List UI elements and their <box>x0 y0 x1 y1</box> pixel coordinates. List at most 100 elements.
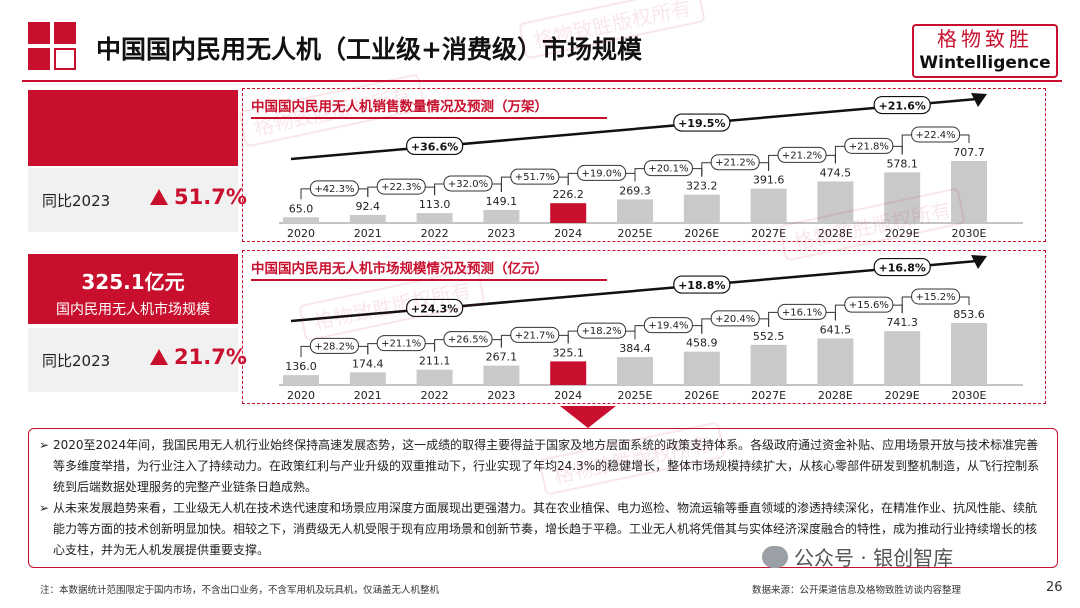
volume-yoy-label: 同比2023 <box>42 192 111 210</box>
growth-label: +20.4% <box>715 314 755 325</box>
bar <box>483 209 520 223</box>
market-yoy-value: 21.7% <box>174 345 247 369</box>
market-yoy-value-wrap: 21.7% <box>150 345 247 369</box>
tick-label: 2025E <box>618 227 653 240</box>
cagr-bubble <box>673 113 731 132</box>
title-divider <box>22 80 1062 82</box>
growth-bubble <box>844 296 894 313</box>
data-label: 65.0 <box>289 202 314 215</box>
wechat-icon <box>762 546 788 568</box>
bullet-arrow-icon: ➢ <box>39 438 50 452</box>
tick-label: 2030E <box>952 389 987 402</box>
connector-arrow <box>560 406 616 428</box>
footnote: 注：本数据统计范围限定于国内市场，不含出口业务，不含军用机及玩具机，仅涵盖无人机… <box>40 585 440 596</box>
growth-bubble <box>309 337 359 354</box>
market-kpi-value: 325.1亿元 <box>81 270 185 294</box>
tick-label: 2020 <box>287 227 315 240</box>
sales-volume-chart: 65.0 2020 92.4 2021 113.0 2022 149.1 2023 226.2 2… <box>242 88 1046 242</box>
growth-label: +15.2% <box>916 292 956 303</box>
bar <box>951 161 987 223</box>
bar <box>550 361 587 385</box>
data-label: 323.2 <box>686 180 718 193</box>
bar <box>951 323 987 385</box>
cagr-bubble <box>873 257 931 277</box>
tick-label: 2027E <box>751 389 786 402</box>
volume-yoy-value: 51.7% <box>174 185 247 209</box>
data-label: 226.2 <box>552 188 584 201</box>
market-size-chart-title: 中国国内民用无人机市场规模情况及预测（亿元） <box>251 261 548 277</box>
chart-title-underline <box>251 117 607 119</box>
tick-label: 2024 <box>554 389 582 402</box>
tick-label: 2028E <box>818 227 853 240</box>
bar <box>683 351 720 385</box>
bar <box>550 203 587 223</box>
sales-volume-chart-svg: 65.0 2020 92.4 2021 113.0 2022 149.1 2023 226.2 2… <box>279 93 1023 240</box>
growth-bubble <box>577 322 627 339</box>
cagr-label: +24.3% <box>411 302 458 315</box>
growth-bubble <box>443 331 493 348</box>
sales-volume-chart-title: 中国国内民用无人机销售数量情况及预测（万架） <box>251 99 548 115</box>
growth-bubble <box>376 335 426 352</box>
tick-label: 2025E <box>618 389 653 402</box>
bar <box>349 372 386 385</box>
market-yoy-label: 同比2023 <box>42 352 111 370</box>
data-label: 211.1 <box>419 355 451 368</box>
tick-label: 2026E <box>684 227 719 240</box>
data-label: 384.4 <box>619 342 651 355</box>
growth-bubble <box>510 168 560 185</box>
cagr-label: +16.8% <box>879 262 926 275</box>
bar <box>817 181 854 223</box>
growth-label: +21.7% <box>515 330 555 341</box>
growth-label: +22.4% <box>916 130 956 141</box>
growth-label: +26.5% <box>448 335 488 346</box>
brand-name-en: Wintelligence <box>919 53 1051 73</box>
analysis-point-2: ➢ 从未来发展趋势来看，工业级无人机在技术迭代速度和场景应用深度方面展现出更强潜力… <box>39 498 1047 561</box>
data-label: 113.0 <box>419 198 451 211</box>
data-label: 92.4 <box>356 200 381 213</box>
growth-bubble <box>510 326 560 343</box>
analysis-text-2: 从未来发展趋势来看，工业级无人机在技术迭代速度和场景应用深度方面展现出更强潜力。… <box>53 501 1038 557</box>
chart-title-underline <box>251 279 607 281</box>
growth-label: +21.1% <box>381 339 421 350</box>
tick-label: 2027E <box>751 227 786 240</box>
tick-label: 2021 <box>354 227 382 240</box>
data-label: 267.1 <box>486 351 518 364</box>
bullet-arrow-icon: ➢ <box>39 501 50 515</box>
growth-label: +42.3% <box>314 184 354 195</box>
market-size-chart: 136.0 2020 174.4 2021 211.1 2022 267.1 2023 325.… <box>242 250 1046 404</box>
trend-arrowhead <box>971 93 987 107</box>
tick-label: 2022 <box>421 227 449 240</box>
data-label: 391.6 <box>753 174 785 187</box>
cagr-bubble <box>873 95 931 115</box>
data-label: 149.1 <box>486 195 518 208</box>
data-label: 136.0 <box>285 360 317 373</box>
growth-bubble <box>777 303 827 320</box>
bar <box>416 369 453 385</box>
cagr-label: +18.8% <box>678 279 725 292</box>
wechat-account: 公众号 · 银创智库 <box>762 542 953 571</box>
analysis-text-1: 2020至2024年间，我国民用无人机行业始终保持高速发展态势，这一成绩的取得主… <box>53 438 1040 494</box>
tick-label: 2020 <box>287 389 315 402</box>
growth-bubble <box>309 180 359 197</box>
cagr-bubble <box>406 136 464 156</box>
bar <box>283 375 319 385</box>
data-label: 325.1 <box>552 346 584 359</box>
data-label: 552.5 <box>753 330 785 343</box>
data-label: 641.5 <box>820 323 852 336</box>
growth-bubble <box>777 146 827 163</box>
growth-label: +20.1% <box>648 164 688 175</box>
page-number: 26 <box>1046 580 1063 595</box>
growth-label: +19.0% <box>582 168 622 179</box>
data-label: 707.7 <box>953 146 985 159</box>
growth-label: +16.1% <box>782 307 822 318</box>
growth-label: +22.3% <box>381 182 421 193</box>
trend-arrowhead <box>971 255 987 269</box>
growth-label: +18.2% <box>582 326 622 337</box>
growth-label: +21.8% <box>849 141 889 152</box>
volume-kpi-box <box>28 90 238 166</box>
growth-label: +51.7% <box>515 172 555 183</box>
analysis-box: ➢ 2020至2024年间，我国民用无人机行业始终保持高速发展态势，这一成绩的取得… <box>28 428 1058 568</box>
up-triangle-icon <box>150 189 168 205</box>
trend-line <box>290 97 978 161</box>
growth-bubble <box>911 126 961 143</box>
